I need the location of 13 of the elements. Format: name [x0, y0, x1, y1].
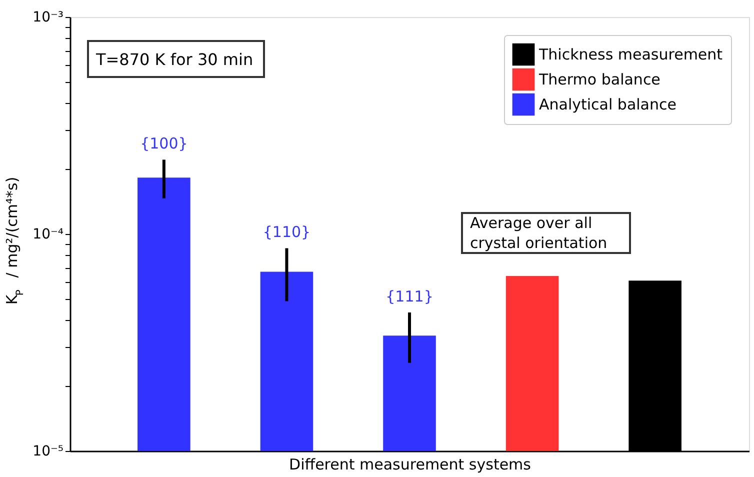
y-tick-label: 10⁻³: [32, 10, 64, 26]
legend-label: Thermo balance: [538, 70, 660, 88]
legend-label: Analytical balance: [539, 96, 676, 114]
y-tick-label: 10⁻⁴: [32, 226, 64, 242]
annotation: T=870 K for 30 min: [95, 50, 254, 69]
y-tick-label: 10⁻⁵: [32, 444, 64, 460]
legend-label: Thickness measurement: [538, 46, 723, 64]
annotation: {111}: [386, 287, 434, 306]
y-axis-title: KP / mg²/(cm⁴*s): [3, 176, 26, 305]
x-axis-title: Different measurement systems: [289, 456, 532, 474]
annotation: {110}: [262, 223, 311, 242]
annotation: {100}: [140, 134, 188, 153]
annotation: Average over all crystal orientation: [470, 214, 608, 252]
